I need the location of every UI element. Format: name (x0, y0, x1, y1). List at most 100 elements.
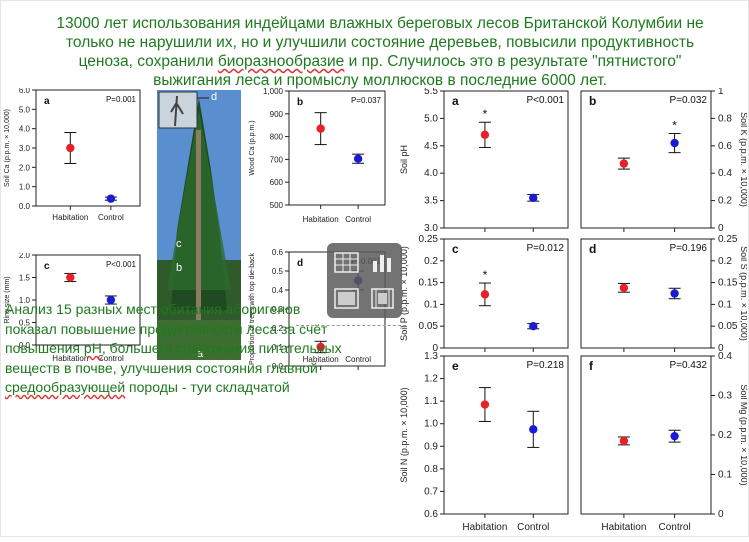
p-value-label: P<0.001 (526, 95, 564, 106)
photo-label-a: a (197, 348, 204, 360)
y-tick-label: 0.05 (718, 321, 738, 332)
chart-svg: 0 0.2 0.4 0.6 0.8 1 Soil K (p.p.m. × 10,000) b P… (580, 86, 749, 234)
insert-video-button[interactable] (367, 283, 398, 314)
plot-frame (288, 90, 386, 206)
y-tick-label: 0 (718, 223, 724, 234)
x-tick-label: Control (345, 355, 371, 364)
chart-soil-ca: 0.0 1.0 2.0 3.0 4.0 5.0 6.0 Soil Ca (p.p.m. × 1… (0, 86, 145, 223)
y-tick-label: 1 (718, 88, 724, 97)
chart-soil-k: 0 0.2 0.4 0.6 0.8 1 Soil K (p.p.m. × 10,000) b P… (575, 86, 749, 238)
x-tick-label: Habitation (601, 522, 646, 533)
panel-letter: b (297, 97, 303, 108)
y-tick-label: 0.1 (718, 470, 732, 481)
x-tick-label: Habitation (52, 213, 88, 222)
insert-table-button[interactable] (331, 247, 362, 278)
plot-frame (580, 90, 712, 229)
y-tick-label: 0.3 (718, 391, 732, 402)
y-tick-label: 1.3 (424, 352, 438, 362)
title-text-1: 13000 лет использования индейцами влажны… (56, 15, 704, 70)
plot-frame (443, 355, 569, 515)
chart-soil-mg: 0 0.1 0.2 0.3 0.4 Soil Mg (p.p.m. × 10,000) f P… (575, 351, 749, 537)
y-tick-label: 0.25 (718, 235, 738, 245)
y-axis-label: Soil Mg (p.p.m. × 10,000) (739, 384, 747, 485)
x-tick-label: Control (98, 213, 124, 222)
content-insert-toolbar (327, 243, 402, 318)
insert-chart-button[interactable] (367, 247, 398, 278)
control-point (529, 322, 538, 331)
control-point (529, 425, 538, 434)
y-axis-label: Soil pH (399, 145, 409, 174)
y-tick-label: 0.6 (718, 141, 732, 152)
p-value-label: P<0.001 (106, 260, 137, 269)
x-tick-label: Control (98, 354, 124, 363)
chart-svg: 3.0 3.5 4.0 4.5 5.0 5.5 Soil pH a P<0.001 * (399, 86, 569, 234)
y-tick-label: 6.0 (19, 88, 31, 95)
conclusion-text-2: рН (83, 340, 102, 356)
y-tick-label: 0.8 (718, 113, 732, 124)
y-tick-label: 0.4 (272, 286, 284, 295)
chart-svg: 500 600 700 800 900 1,000 Wood Ca (p.p.m.) b P=0… (249, 87, 386, 224)
y-tick-label: 900 (270, 110, 284, 119)
x-tick-label: Habitation (303, 215, 339, 224)
y-axis-label: Soil N (p.p.m. × 10,000) (399, 387, 409, 482)
panel-letter: d (297, 258, 303, 269)
habitation-point (480, 290, 490, 299)
y-tick-label: 0.0 (19, 341, 31, 350)
panel-letter: e (452, 359, 459, 373)
chart-svg: 0 0.05 0.1 0.15 0.2 0.25 Soil P (p.p.m. × 10,0… (399, 234, 569, 354)
conclusion-text-4: средообразующей (5, 379, 126, 395)
y-tick-label: 0.4 (718, 352, 732, 362)
y-tick-label: 5.0 (19, 105, 31, 114)
y-tick-label: 1.5 (19, 274, 31, 283)
control-point (106, 194, 116, 203)
chart-icon (373, 255, 391, 272)
y-tick-label: 0.1 (272, 343, 284, 352)
y-axis-label: Wood Ca (p.p.m.) (249, 120, 256, 175)
y-tick-label: 0 (432, 343, 438, 354)
y-tick-label: 0.2 (718, 430, 732, 441)
chart-ring-size: 0.0 0.5 1.0 1.5 2.0 Ring size (mm) c P<0.001 Hab… (0, 251, 145, 383)
picture-icon (334, 288, 359, 309)
p-value-label: P=0.196 (669, 243, 707, 254)
y-tick-label: 3.5 (424, 196, 438, 207)
y-tick-label: 0.2 (718, 196, 732, 207)
conclusion-text-3: , большего содержания питательных вещест… (5, 340, 342, 376)
y-tick-label: 0.9 (424, 441, 438, 452)
y-tick-label: 0.5 (272, 267, 284, 276)
y-tick-label: 1.0 (19, 296, 31, 305)
plot-frame (35, 254, 141, 346)
panel-letter: a (44, 96, 50, 107)
tree-photo-image (157, 90, 241, 360)
y-tick-label: 0.5 (19, 319, 31, 328)
photo-label-b: b (176, 262, 183, 274)
p-value-label: P=0.037 (351, 96, 382, 105)
y-tick-label: 0.4 (718, 168, 732, 179)
habitation-point (619, 283, 629, 293)
plot-frame (35, 89, 141, 207)
y-tick-label: 0 (718, 509, 724, 520)
insert-picture-button[interactable] (331, 283, 362, 314)
y-tick-label: 0.2 (272, 324, 284, 333)
chart-svg: 0.6 0.7 0.8 0.9 1.0 1.1 1.2 1.3 Soil N (p.p.m. ×… (399, 351, 569, 533)
habitation-point (619, 436, 629, 446)
control-point (106, 295, 116, 305)
y-axis-label: Soil Ca (p.p.m. × 10,000) (4, 109, 11, 187)
control-point (670, 289, 679, 298)
photo-label-c: c (176, 238, 182, 250)
y-tick-label: 1,000 (263, 87, 284, 96)
x-tick-label: Control (345, 215, 371, 224)
conclusion-text-5: породы - туи складчатой (125, 379, 290, 395)
y-tick-label: 0.2 (424, 256, 438, 267)
x-tick-label: Control (517, 522, 549, 533)
panel-letter: c (44, 261, 50, 272)
y-tick-label: 1.0 (424, 419, 438, 430)
p-value-label: P=0.218 (526, 360, 564, 371)
y-tick-label: 0.2 (718, 256, 732, 267)
habitation-point (316, 124, 325, 133)
x-tick-label: Control (658, 522, 690, 533)
y-axis-label: Soil S (p.p.m. × 10,000) (739, 246, 747, 341)
plot-frame (443, 238, 569, 349)
tree-photo: d c b a (157, 90, 241, 360)
